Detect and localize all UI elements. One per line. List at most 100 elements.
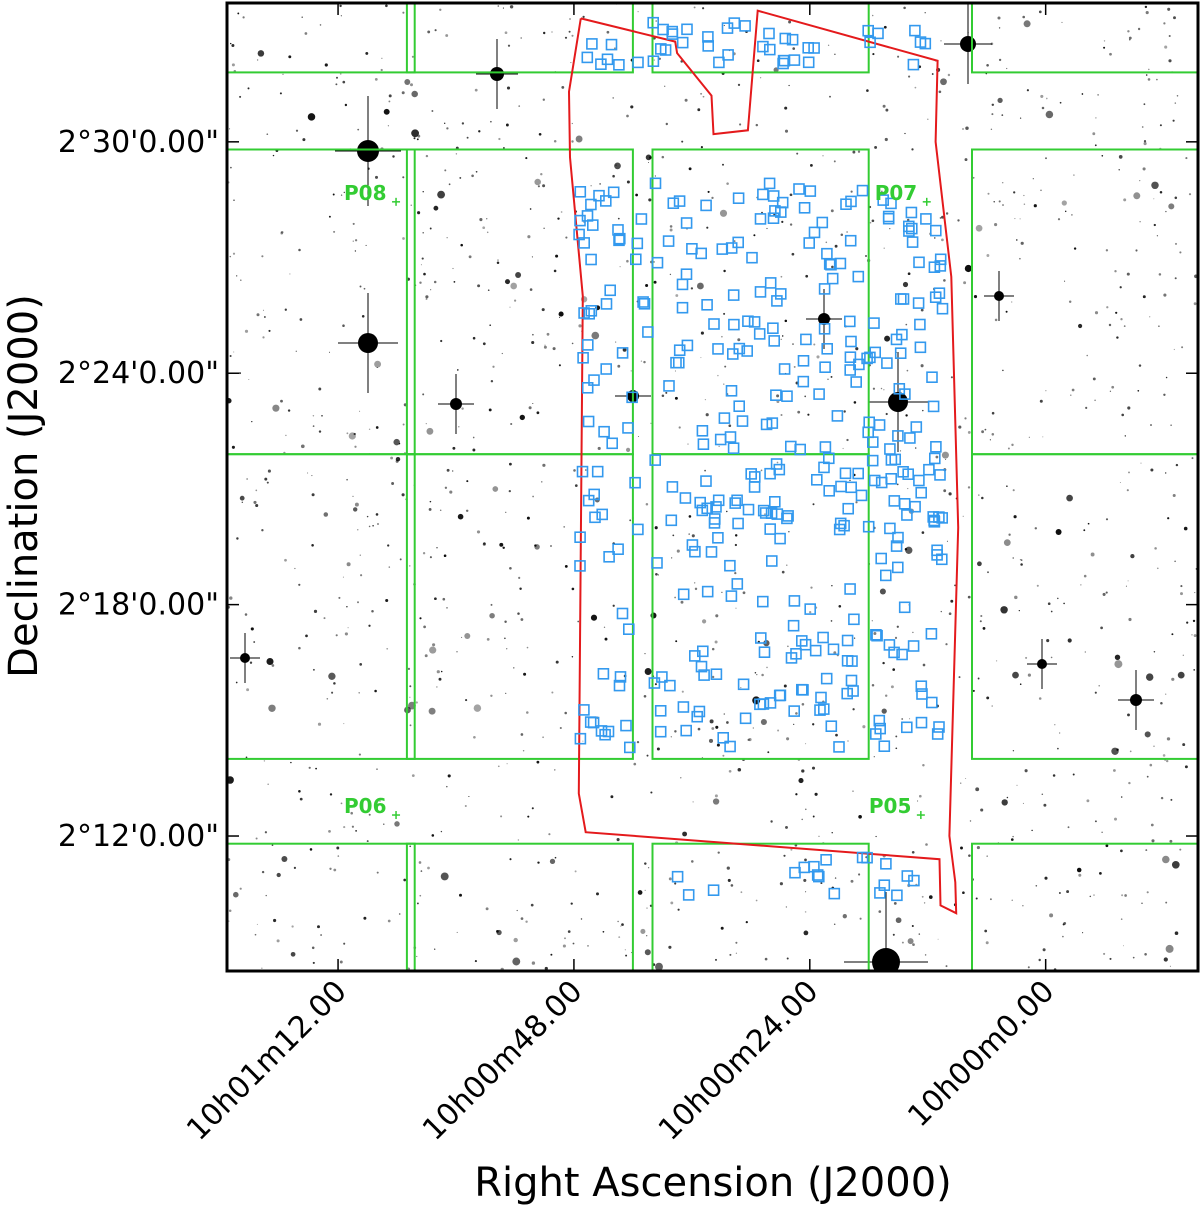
source-marker — [897, 293, 910, 305]
source-marker — [647, 16, 660, 29]
source-marker — [818, 461, 830, 474]
background-star — [486, 218, 488, 220]
background-star — [811, 766, 816, 770]
background-star — [257, 50, 265, 57]
background-star — [1127, 406, 1131, 410]
source-marker — [831, 410, 844, 422]
background-star — [690, 287, 694, 290]
background-star — [911, 148, 914, 151]
background-star — [496, 261, 500, 264]
background-star — [337, 855, 340, 857]
background-star — [328, 830, 331, 833]
background-star — [343, 942, 346, 945]
background-star — [745, 920, 748, 924]
background-star — [907, 272, 911, 276]
background-star — [960, 846, 963, 850]
background-star — [1011, 301, 1013, 303]
source-marker — [892, 531, 904, 544]
background-star — [354, 250, 357, 252]
background-star — [1044, 876, 1048, 880]
background-star — [1094, 691, 1097, 694]
source-marker — [582, 415, 595, 428]
background-star — [730, 884, 734, 887]
background-star — [299, 318, 303, 321]
background-star — [290, 951, 296, 957]
x-tick-label: 10h00m24.00 — [652, 974, 826, 1148]
background-star — [1001, 799, 1008, 806]
source-marker — [869, 728, 882, 740]
background-star — [670, 901, 674, 905]
source-marker — [894, 347, 907, 360]
background-star — [1013, 191, 1016, 194]
background-star — [464, 804, 467, 808]
background-star — [986, 696, 990, 700]
background-star — [1114, 654, 1121, 660]
background-star — [421, 257, 424, 260]
background-star — [543, 345, 547, 349]
background-star — [621, 923, 624, 926]
background-star — [474, 88, 478, 92]
source-marker — [588, 374, 600, 386]
x-tick-label: 10h00m0.00 — [901, 974, 1061, 1134]
background-star — [262, 309, 265, 311]
background-star — [517, 612, 520, 615]
plot-background — [227, 3, 1198, 971]
background-star — [892, 668, 896, 671]
background-star — [787, 645, 789, 648]
source-marker — [925, 627, 938, 640]
background-star — [1127, 580, 1129, 582]
background-star — [266, 481, 269, 484]
background-star — [575, 135, 583, 143]
background-star — [692, 801, 694, 803]
background-star — [353, 507, 358, 512]
source-marker — [613, 234, 625, 247]
background-star — [347, 627, 349, 629]
background-star — [551, 691, 554, 694]
source-marker — [662, 235, 675, 247]
background-star — [882, 104, 886, 108]
background-star — [847, 740, 849, 742]
source-marker — [713, 56, 725, 69]
background-star — [972, 176, 975, 179]
background-star — [323, 512, 329, 517]
background-star — [1090, 552, 1095, 557]
source-marker — [733, 400, 746, 413]
background-star — [1183, 526, 1188, 531]
background-star — [984, 428, 987, 431]
background-star — [239, 372, 241, 375]
source-marker — [758, 646, 771, 659]
background-star — [783, 854, 786, 857]
background-star — [704, 469, 706, 472]
source-marker — [574, 186, 587, 198]
background-star — [254, 933, 257, 936]
background-star — [1128, 617, 1132, 622]
background-star — [822, 155, 824, 157]
background-star — [945, 458, 947, 460]
background-star — [625, 954, 628, 957]
source-marker — [916, 688, 928, 700]
background-star — [233, 891, 239, 898]
background-star — [1041, 106, 1045, 110]
background-star — [475, 170, 478, 173]
background-star — [669, 273, 672, 276]
background-star — [647, 867, 650, 869]
source-marker — [799, 638, 812, 651]
source-marker — [899, 388, 911, 400]
background-star — [571, 656, 574, 658]
background-star — [1072, 773, 1075, 776]
source-marker — [852, 467, 865, 480]
background-star — [402, 11, 405, 14]
source-marker — [873, 419, 886, 431]
background-star — [1050, 656, 1053, 659]
background-star — [711, 675, 715, 679]
background-star — [425, 298, 428, 300]
background-star — [852, 708, 855, 711]
background-star — [1191, 634, 1193, 636]
background-star — [436, 547, 438, 549]
source-marker — [585, 253, 597, 266]
background-star — [1127, 713, 1130, 717]
background-star — [1006, 485, 1008, 488]
background-star — [986, 855, 988, 857]
background-star — [542, 98, 545, 101]
source-marker — [885, 454, 898, 466]
